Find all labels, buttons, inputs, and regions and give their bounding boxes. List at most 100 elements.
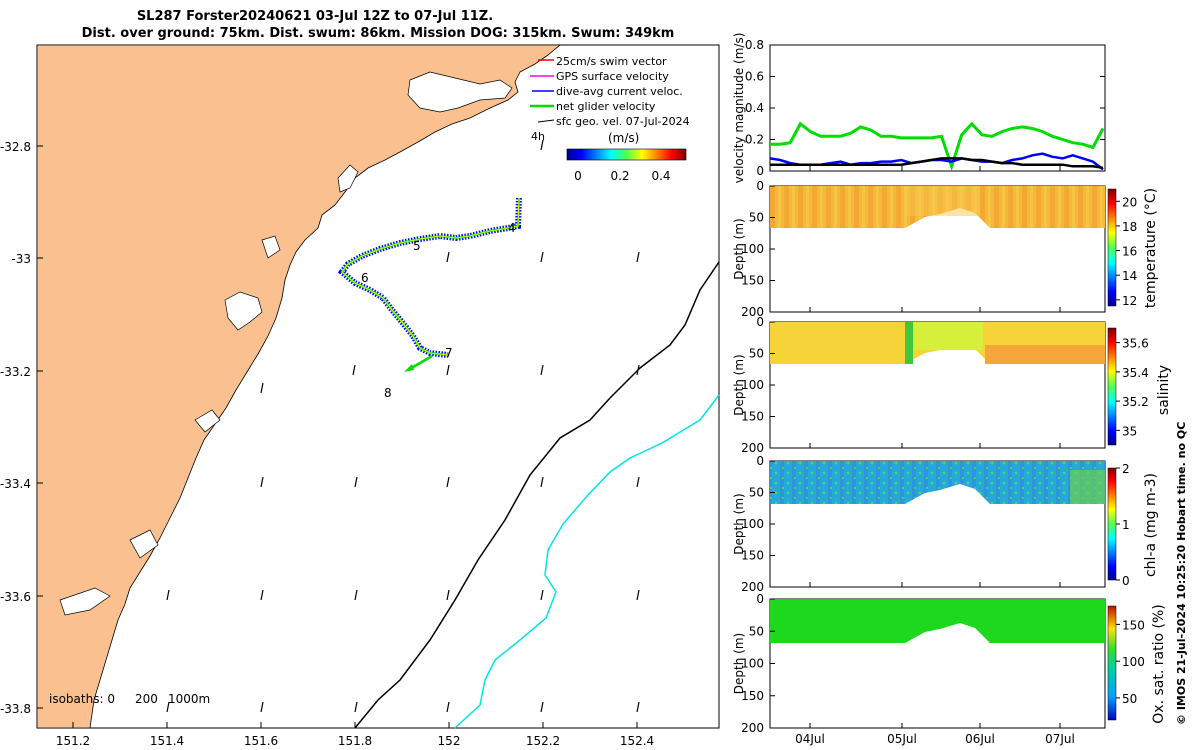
oxygen-panel: Ox. sat. ratio (%) xyxy=(769,598,1167,729)
map-lat-tick-2: -33.2 xyxy=(0,365,31,379)
legend-geo: sfc geo. vel. 07-Jul-2024 xyxy=(556,115,690,128)
map-lat-tick-3: -33.4 xyxy=(0,477,31,491)
velocity-y-ticks: 0 0.2 0.4 0.6 0.8 xyxy=(745,38,1105,178)
section-panels: temperature (°C) salinity chl-a (mg m-3)… xyxy=(732,166,1172,746)
temperature-warm-patch xyxy=(905,186,980,216)
day-label-8: 8 xyxy=(384,386,392,400)
depth-tick-0-3: 150 xyxy=(741,274,764,288)
isobath-label-200: 200 xyxy=(135,692,158,706)
depth-label-2: Depth (m) xyxy=(732,493,746,554)
time-tick-2: 06Jul xyxy=(965,732,995,746)
velocity-ytick-0: 0 xyxy=(756,164,764,178)
geo-arrow-18 xyxy=(540,589,544,601)
map-cb-tick-0: 0 xyxy=(574,169,582,183)
chla-high-patch xyxy=(1070,470,1105,504)
map-cb-tick-1: 0.2 xyxy=(610,169,629,183)
map-lon-tick-1: 151.4 xyxy=(150,734,184,748)
salinity-panel: salinity xyxy=(769,321,1172,449)
time-tick-1: 05Jul xyxy=(887,732,917,746)
geo-arrow-7 xyxy=(636,364,640,376)
depth-tick-3-1: 50 xyxy=(749,624,764,638)
net-velocity-arrowhead xyxy=(404,364,414,372)
cb-tick-2-1: 1 xyxy=(1122,518,1130,532)
depth-tick-0-2: 100 xyxy=(741,242,764,256)
cb-tick-0-1: 18 xyxy=(1122,220,1137,234)
velocity-panel: 0 0.2 0.4 0.6 0.8 velocity magnitude (m/s) xyxy=(732,33,1106,183)
cb-tick-0-3: 14 xyxy=(1122,269,1137,283)
map-lon-tick-5: 152.2 xyxy=(526,734,560,748)
oxygen-colorbar xyxy=(1107,605,1117,721)
isobaths-label: isobaths: 0 xyxy=(49,692,115,706)
time-tick-0: 04Jul xyxy=(795,732,825,746)
map-cb-tick-2: 0.4 xyxy=(651,169,670,183)
map-legend: 25cm/s swim vector GPS surface velocity … xyxy=(530,55,690,183)
hawkesbury xyxy=(59,587,111,616)
geo-arrow-19 xyxy=(636,589,640,601)
geo-arrow-20 xyxy=(166,701,170,713)
velocity-line-0 xyxy=(770,121,1105,172)
depth-label-1: Depth (m) xyxy=(732,354,746,415)
geo-arrow-13 xyxy=(636,476,640,488)
geo-arrow-8 xyxy=(260,382,264,394)
salinity-cb-label: salinity xyxy=(1156,365,1172,415)
geo-arrow-14 xyxy=(166,589,170,601)
depth-tick-3-4: 200 xyxy=(741,721,764,735)
depth-tick-1-0: 0 xyxy=(756,315,764,329)
geo-arrow-25 xyxy=(636,701,640,713)
geo-arrow-3 xyxy=(446,251,450,263)
lake-myall xyxy=(337,164,359,193)
velocity-line-2 xyxy=(770,157,1104,170)
isobath-1000m xyxy=(454,394,720,729)
depth-tick-3-3: 150 xyxy=(741,689,764,703)
geo-arrow-10 xyxy=(354,476,358,488)
cb-tick-0-4: 12 xyxy=(1122,294,1137,308)
cb-tick-1-0: 35.6 xyxy=(1122,337,1149,351)
salinity-mid-patch xyxy=(913,322,983,350)
map-lat-tick-0: -32.8 xyxy=(0,140,31,154)
title-line2: Dist. over ground: 75km. Dist. swum: 86k… xyxy=(82,26,675,41)
lake-macquarie xyxy=(194,409,221,433)
velocity-series xyxy=(769,121,1105,172)
port-stephens xyxy=(224,291,263,331)
day-label-7: 7 xyxy=(445,346,453,360)
geo-arrow-21 xyxy=(260,701,264,713)
geo-arrow-4 xyxy=(352,364,356,376)
isobath-200m xyxy=(354,261,720,729)
depth-tick-2-4: 200 xyxy=(741,580,764,594)
map-lon-tick-4: 152 xyxy=(438,734,461,748)
map-colorbar xyxy=(566,148,687,161)
oxygen-data xyxy=(770,599,1105,643)
depth-tick-2-0: 0 xyxy=(756,454,764,468)
day-label-6: 6 xyxy=(361,271,369,285)
map-panel: 4 5 6 7 8 25cm/s swim vector GPS surface… xyxy=(0,44,720,748)
depth-tick-1-1: 50 xyxy=(749,347,764,361)
temperature-colorbar xyxy=(1107,188,1117,307)
velocity-ytick-4: 0.8 xyxy=(745,38,764,52)
depth-tick-0-4: 200 xyxy=(741,305,764,319)
depth-label-3: Depth (m) xyxy=(732,633,746,694)
depth-tick-0-0: 0 xyxy=(756,179,764,193)
map-lat-tick-1: -33 xyxy=(11,252,31,266)
salinity-colorbar xyxy=(1107,327,1117,446)
legend-swim: 25cm/s swim vector xyxy=(556,55,667,68)
cb-tick-3-2: 50 xyxy=(1122,692,1137,706)
cb-tick-3-1: 100 xyxy=(1122,655,1145,669)
map-lat-tick-5: -33.8 xyxy=(0,702,31,716)
geo-arrow-15 xyxy=(260,589,264,601)
cb-tick-1-2: 35.2 xyxy=(1122,395,1149,409)
depth-tick-2-3: 150 xyxy=(741,549,764,563)
chla-colorbar xyxy=(1107,467,1117,581)
depth-tick-1-3: 150 xyxy=(741,410,764,424)
credit-text: © IMOS 21-Jul-2024 10:25:20 Hobart time.… xyxy=(1175,422,1188,725)
velocity-ytick-1: 0.2 xyxy=(745,133,764,147)
geo-arrow-11 xyxy=(446,476,450,488)
geo-arrow-16 xyxy=(354,589,358,601)
cb-tick-3-0: 150 xyxy=(1122,618,1145,632)
geo-arrow-1 xyxy=(540,251,544,263)
glider-track xyxy=(337,197,522,372)
geo-arrow-17 xyxy=(446,589,450,601)
geo-arrow-22 xyxy=(354,701,358,713)
geo-arrow-9 xyxy=(260,476,264,488)
